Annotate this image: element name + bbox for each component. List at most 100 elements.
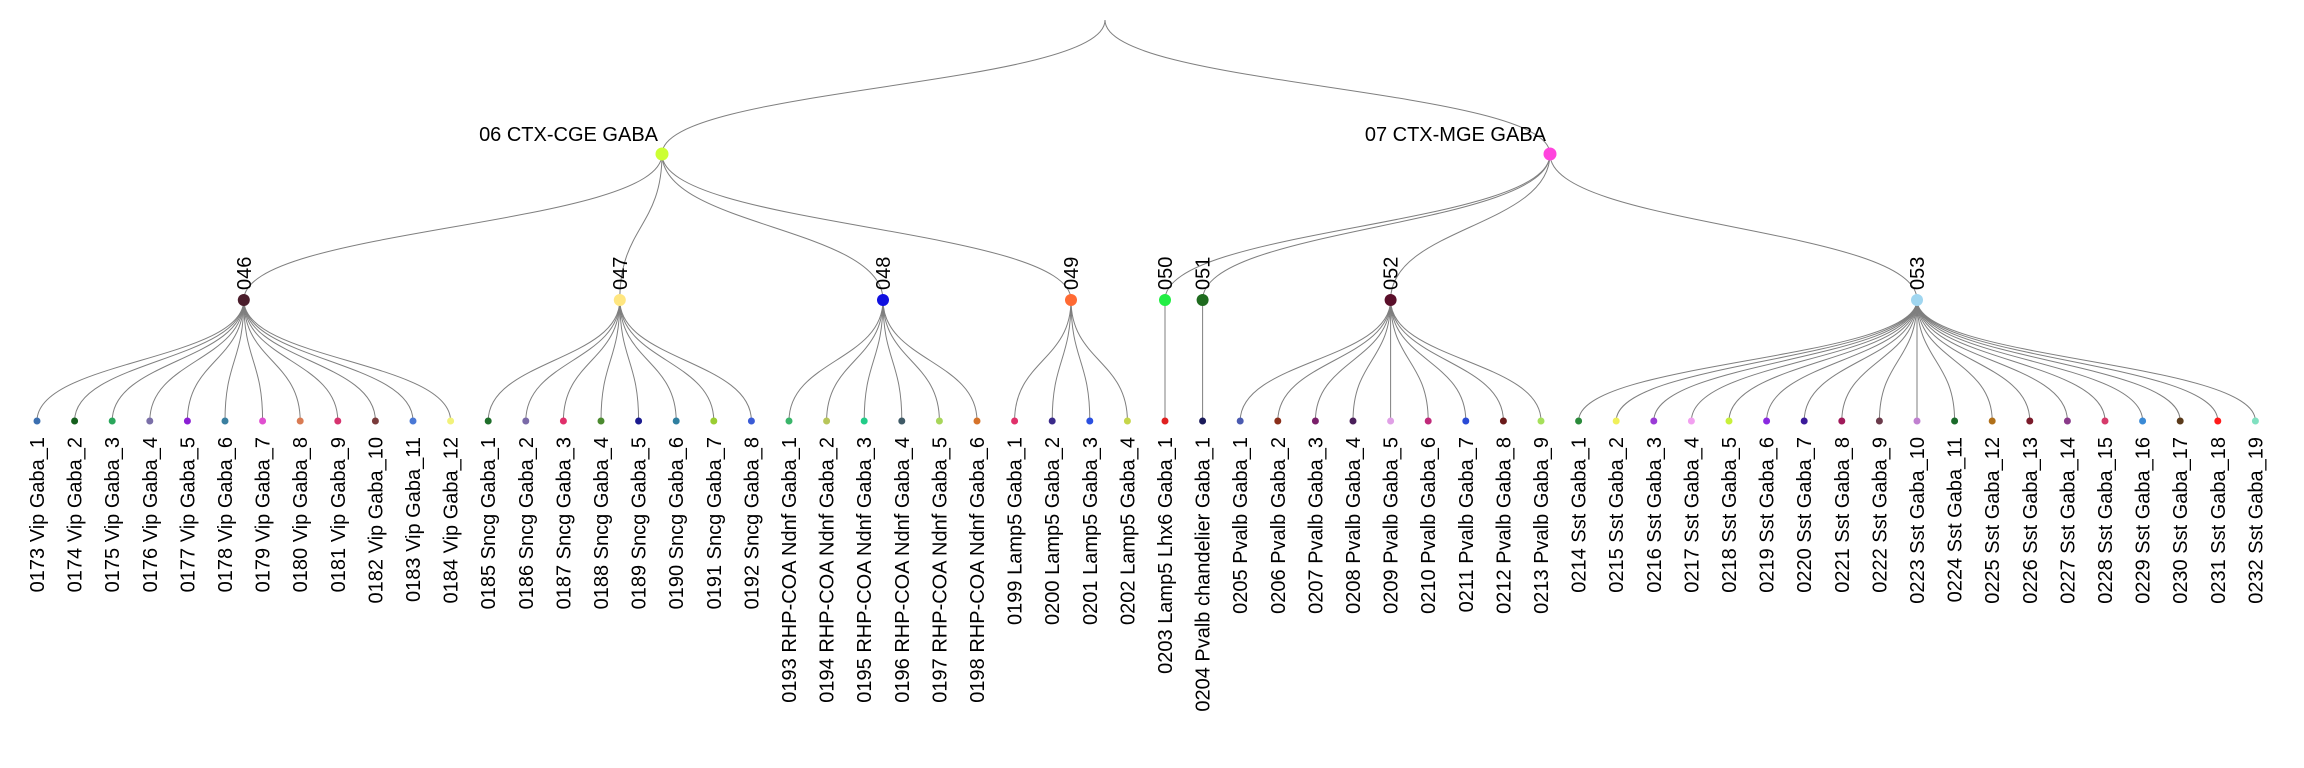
leaf-label: 0231 Sst Gaba_18 — [2208, 437, 2230, 604]
leaf-label: 0180 Vip Gaba_8 — [290, 437, 312, 592]
leaf-label: 0229 Sst Gaba_16 — [2133, 437, 2155, 604]
edge-subclass-to-leaf — [1916, 299, 2144, 422]
leaf-label: 0206 Pvalb Gaba_2 — [1268, 437, 1290, 614]
group-node-dot — [1543, 147, 1557, 161]
leaf-node-dot — [1951, 417, 1959, 425]
leaf-node-dot — [935, 417, 943, 425]
leaf-node-dot — [1311, 417, 1319, 425]
leaf-label: 0221 Sst Gaba_8 — [1832, 437, 1854, 593]
leaf-node-dot — [146, 417, 154, 425]
leaf-label: 0197 RHP-COA Ndnf Gaba_5 — [929, 437, 951, 703]
leaf-node-dot — [1086, 417, 1094, 425]
edge-subclass-to-leaf — [149, 299, 245, 422]
leaf-node-dot — [1725, 417, 1733, 425]
edge-subclass-to-leaf — [1578, 299, 1918, 422]
leaf-label: 0219 Sst Gaba_6 — [1757, 437, 1779, 593]
leaf-node-dot — [785, 417, 793, 425]
leaf-label: 0188 Sncg Gaba_4 — [591, 437, 613, 609]
leaf-label: 0179 Vip Gaba_7 — [253, 437, 275, 592]
edge-subclass-to-leaf — [1390, 299, 1542, 422]
dendrogram-labels: 046 0173 Vip Gaba_1 0174 Vip Gaba_2 0175 Vi… — [27, 124, 2267, 712]
edge-subclass-to-leaf — [1766, 299, 1918, 422]
leaf-label: 0189 Sncg Gaba_5 — [629, 437, 651, 609]
subclass-label: 051 — [1193, 257, 1215, 290]
leaf-label: 0173 Vip Gaba_1 — [27, 437, 49, 592]
leaf-label: 0204 Pvalb chandelier Gaba_1 — [1193, 437, 1215, 712]
edge-subclass-to-leaf — [1878, 299, 1918, 422]
subclass-label: 046 — [234, 257, 256, 290]
leaf-label: 0218 Sst Gaba_5 — [1719, 437, 1741, 593]
leaf-node-dot — [33, 417, 41, 425]
leaf-node-dot — [898, 417, 906, 425]
subclass-label: 049 — [1061, 257, 1083, 290]
edge-subclass-to-leaf — [1916, 299, 2106, 422]
leaf-node-dot — [1236, 417, 1244, 425]
leaf-node-dot — [484, 417, 492, 425]
leaf-node-dot — [108, 417, 116, 425]
leaf-label: 0192 Sncg Gaba_8 — [741, 437, 763, 609]
edge-subclass-to-leaf — [1314, 299, 1392, 422]
leaf-label: 0212 Pvalb Gaba_8 — [1493, 437, 1515, 614]
leaf-node-dot — [2251, 417, 2259, 425]
edge-subclass-to-leaf — [243, 299, 376, 422]
leaf-node-dot — [2063, 417, 2071, 425]
edge-subclass-to-leaf — [1916, 299, 1956, 422]
leaf-node-dot — [1612, 417, 1620, 425]
leaf-label: 0202 Lamp5 Gaba_4 — [1117, 437, 1139, 625]
leaf-node-dot — [559, 417, 567, 425]
edge-subclass-to-leaf — [243, 299, 414, 422]
leaf-label: 0222 Sst Gaba_9 — [1869, 437, 1891, 593]
edge-root-to-group — [1104, 19, 1551, 155]
subclass-node-dot — [237, 294, 250, 306]
leaf-node-dot — [1800, 417, 1808, 425]
leaf-node-dot — [71, 417, 79, 425]
edge-subclass-to-leaf — [619, 299, 677, 422]
edge-subclass-to-leaf — [1690, 299, 1918, 422]
subclass-node-dot — [1065, 294, 1077, 306]
edge-subclass-to-leaf — [243, 299, 301, 422]
subclass-node-dot — [877, 294, 889, 306]
leaf-node-dot — [1011, 417, 1019, 425]
subclass-node-dot — [1384, 294, 1397, 306]
leaf-node-dot — [1048, 417, 1056, 425]
leaf-node-dot — [2026, 417, 2034, 425]
leaf-node-dot — [1274, 417, 1282, 425]
leaf-node-dot — [635, 417, 643, 425]
edge-subclass-to-leaf — [1390, 299, 1429, 422]
leaf-label: 0194 RHP-COA Ndnf Gaba_2 — [817, 437, 839, 703]
leaf-label: 0227 Sst Gaba_14 — [2057, 437, 2079, 604]
leaf-node-dot — [2101, 417, 2109, 425]
leaf-node-dot — [183, 417, 191, 425]
leaf-label: 0226 Sst Gaba_13 — [2020, 437, 2042, 604]
leaf-node-dot — [672, 417, 680, 425]
edge-subclass-to-leaf — [1916, 299, 2031, 422]
leaf-node-dot — [334, 417, 342, 425]
leaf-label: 0207 Pvalb Gaba_3 — [1305, 437, 1327, 614]
edge-group-to-subclass — [619, 153, 663, 301]
edge-group-to-subclass — [1549, 153, 1918, 301]
leaf-node-dot — [1838, 417, 1846, 425]
dendrogram-edges — [36, 19, 2256, 422]
edge-subclass-to-leaf — [1728, 299, 1918, 422]
edge-subclass-to-leaf — [863, 299, 884, 422]
edge-subclass-to-leaf — [186, 299, 245, 422]
leaf-label: 0217 Sst Gaba_4 — [1681, 437, 1703, 593]
leaf-node-dot — [447, 417, 455, 425]
leaf-node-dot — [1575, 417, 1583, 425]
leaf-node-dot — [973, 417, 981, 425]
leaf-label: 0191 Sncg Gaba_7 — [704, 437, 726, 609]
leaf-node-dot — [1123, 417, 1131, 425]
leaf-label: 0203 Lamp5 Lhx6 Gaba_1 — [1155, 437, 1177, 674]
leaf-label: 0187 Sncg Gaba_3 — [553, 437, 575, 609]
leaf-label: 0209 Pvalb Gaba_5 — [1381, 437, 1403, 614]
edge-subclass-to-leaf — [1841, 299, 1918, 422]
subclass-node-dot — [1159, 294, 1171, 306]
leaf-node-dot — [1913, 417, 1921, 425]
leaf-label: 0211 Pvalb Gaba_7 — [1456, 437, 1478, 612]
edge-subclass-to-leaf — [243, 299, 339, 422]
leaf-node-dot — [1687, 417, 1695, 425]
subclass-label: 047 — [610, 257, 632, 290]
edge-subclass-to-leaf — [224, 299, 245, 422]
leaf-label: 0199 Lamp5 Gaba_1 — [1005, 437, 1027, 625]
